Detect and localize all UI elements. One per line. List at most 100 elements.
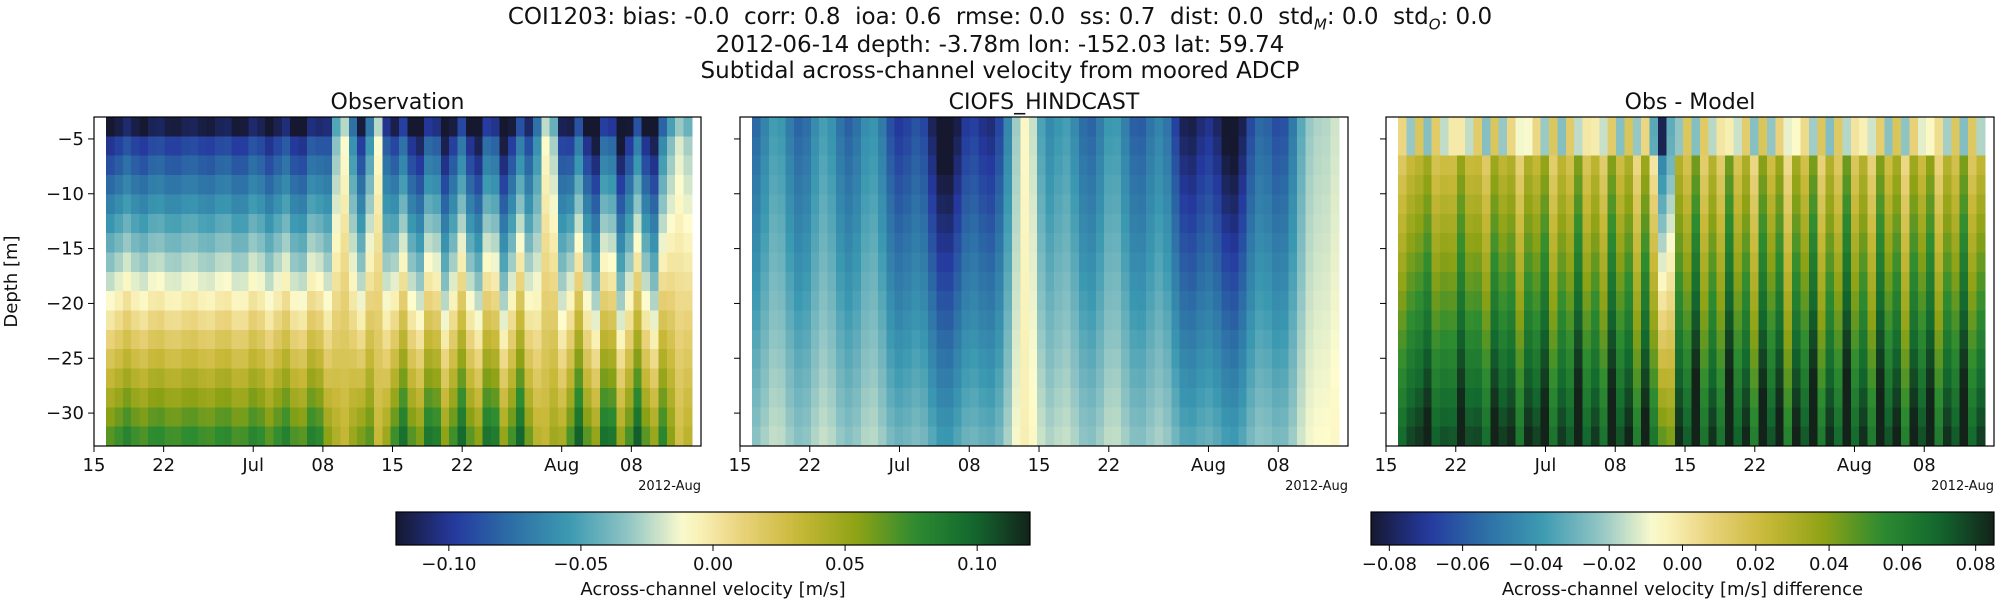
heatmap-cell — [1498, 291, 1508, 312]
heatmap-cell — [273, 368, 283, 389]
heatmap-cell — [273, 387, 283, 408]
heatmap-cell — [516, 175, 526, 196]
heatmap-cell — [306, 252, 316, 273]
heatmap-cell — [1322, 368, 1332, 389]
heatmap-cell — [810, 213, 820, 234]
heatmap-cell — [1892, 213, 1902, 234]
heatmap-cell — [1733, 194, 1743, 215]
colorbar-tick-label: 0.10 — [957, 554, 997, 575]
heatmap-cell — [1942, 387, 1952, 408]
heatmap-cell — [231, 329, 241, 350]
heatmap-cell — [1565, 233, 1575, 254]
heatmap-cell — [1053, 252, 1063, 273]
heatmap-cell — [1616, 175, 1626, 196]
heatmap-cell — [1549, 194, 1559, 215]
heatmap-cell — [1590, 233, 1600, 254]
colorbar-tick-label: −0.10 — [421, 554, 476, 575]
heatmap-cell — [583, 233, 593, 254]
heatmap-cell — [1917, 155, 1927, 176]
heatmap-cell — [1716, 213, 1726, 234]
heatmap-cell — [1171, 271, 1181, 292]
heatmap-cell — [978, 117, 988, 137]
heatmap-cell — [599, 175, 609, 196]
heatmap-cell — [382, 213, 392, 234]
heatmap-cell — [1003, 136, 1013, 157]
heatmap-cell — [1398, 291, 1408, 312]
heatmap-cell — [785, 291, 795, 312]
heatmap-cell — [583, 136, 593, 157]
heatmap-cell — [1490, 310, 1500, 331]
heatmap-cell — [1188, 349, 1197, 370]
heatmap-cell — [532, 310, 542, 331]
heatmap-cell — [474, 310, 484, 331]
heatmap-cell — [382, 155, 392, 176]
heatmap-cell — [164, 194, 174, 215]
heatmap-cell — [1490, 368, 1500, 389]
heatmap-cell — [1322, 426, 1332, 447]
heatmap-cell — [298, 175, 308, 196]
heatmap-cell — [541, 194, 551, 215]
heatmap-cell — [1070, 175, 1080, 196]
heatmap-cell — [1473, 407, 1483, 428]
heatmap-cell — [131, 291, 141, 312]
heatmap-cell — [1171, 368, 1181, 389]
heatmap-cell — [1674, 329, 1684, 350]
heatmap-cell — [256, 175, 266, 196]
heatmap-cell — [683, 175, 693, 196]
heatmap-cell — [1565, 291, 1575, 312]
heatmap-cell — [1959, 271, 1969, 292]
heatmap-cell — [1850, 368, 1860, 389]
heatmap-cell — [1733, 349, 1743, 370]
heatmap-cell — [223, 252, 233, 273]
heatmap-cell — [1129, 368, 1139, 389]
heatmap-cell — [1549, 233, 1559, 254]
heatmap-cell — [1414, 117, 1424, 137]
heatmap-cell — [181, 271, 191, 292]
heatmap-cell — [903, 310, 913, 331]
heatmap-cell — [1053, 271, 1063, 292]
heatmap-cell — [961, 252, 971, 273]
heatmap-cell — [558, 233, 567, 254]
heatmap-cell — [1154, 233, 1164, 254]
heatmap-cell — [164, 291, 174, 312]
heatmap-cell — [440, 329, 450, 350]
heatmap-cell — [1607, 426, 1617, 447]
heatmap-cell — [810, 194, 820, 215]
heatmap-cell — [240, 426, 249, 447]
heatmap-cell — [760, 252, 770, 273]
heatmap-cell — [1867, 252, 1877, 273]
heatmap-cell — [1280, 117, 1290, 137]
heatmap-cell — [1775, 349, 1785, 370]
heatmap-cell — [365, 233, 375, 254]
heatmap-cell — [1095, 407, 1105, 428]
heatmap-cell — [1766, 233, 1776, 254]
heatmap-cell — [1565, 407, 1575, 428]
heatmap-cell — [1590, 349, 1600, 370]
heatmap-cell — [348, 407, 358, 428]
heatmap-cell — [675, 387, 685, 408]
heatmap-cell — [1196, 271, 1206, 292]
heatmap-cell — [1507, 368, 1517, 389]
heatmap-cell — [281, 252, 291, 273]
heatmap-cell — [281, 213, 291, 234]
heatmap-cell — [1440, 213, 1450, 234]
heatmap-cell — [474, 155, 484, 176]
heatmap-cell — [1087, 387, 1097, 408]
heatmap-cell — [1951, 368, 1961, 389]
heatmap-cell — [591, 155, 601, 176]
heatmap-cell — [583, 175, 593, 196]
heatmap-cell — [911, 349, 921, 370]
heatmap-cell — [624, 291, 634, 312]
heatmap-cell — [683, 252, 693, 273]
heatmap-cell — [869, 155, 879, 176]
heatmap-cell — [819, 175, 829, 196]
heatmap-cell — [1011, 175, 1021, 196]
heatmap-cell — [1448, 117, 1458, 137]
heatmap-cell — [491, 271, 501, 292]
heatmap-cell — [566, 194, 576, 215]
heatmap-cell — [549, 310, 559, 331]
heatmap-cell — [399, 213, 408, 234]
heatmap-cell — [1398, 194, 1408, 215]
heatmap-cell — [1884, 291, 1894, 312]
heatmap-cell — [507, 175, 517, 196]
